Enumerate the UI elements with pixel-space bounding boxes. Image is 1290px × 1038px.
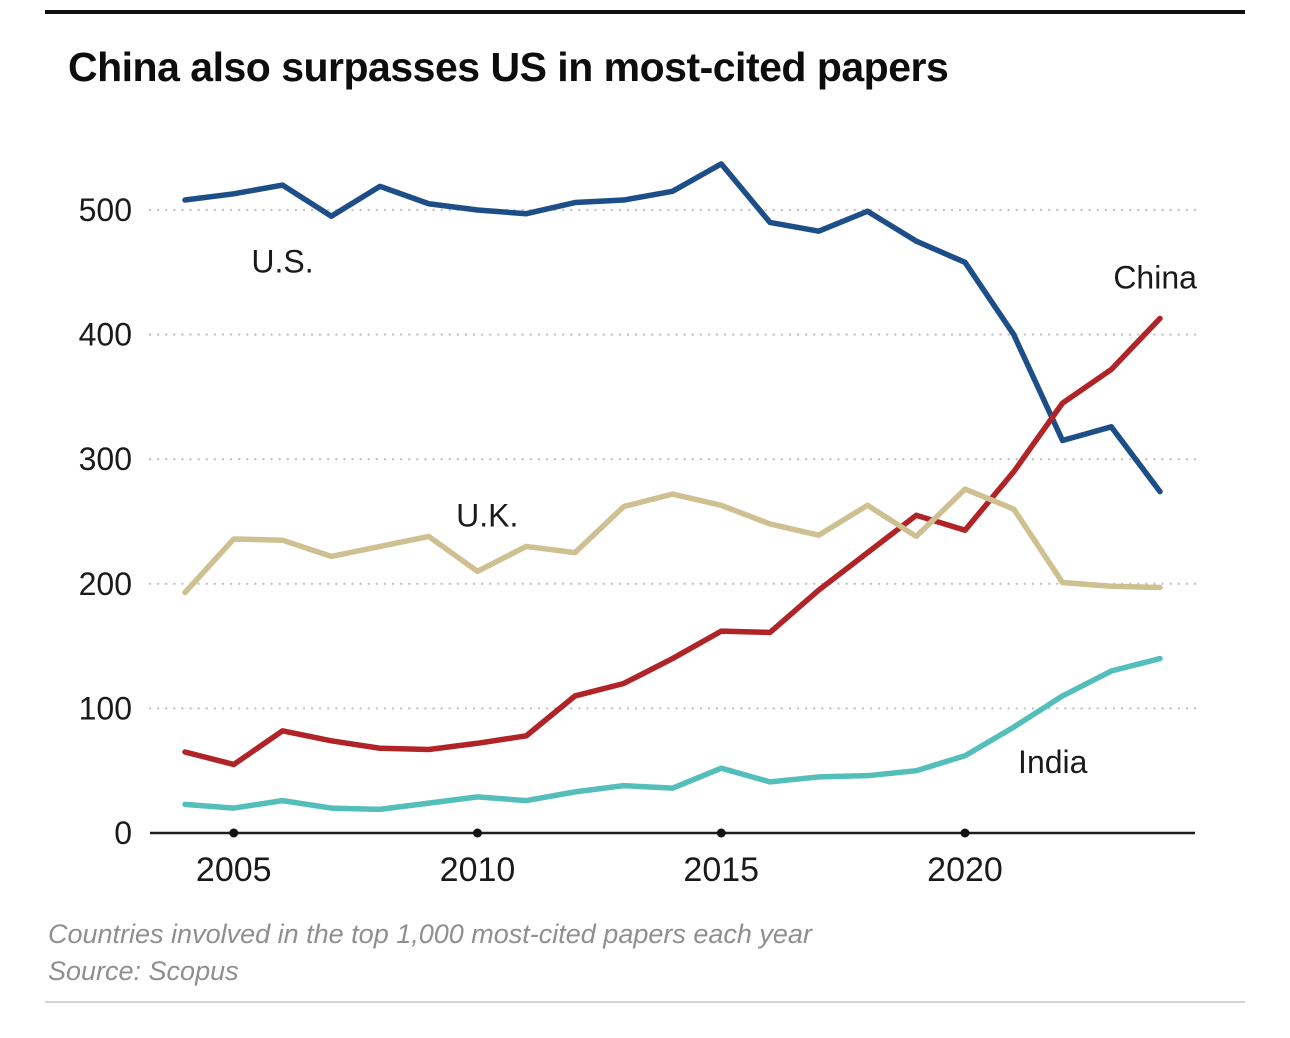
series-line-india	[182, 655, 1163, 813]
series-line-us	[182, 161, 1163, 495]
series-label-india: India	[1018, 744, 1088, 780]
series-label-us: U.S.	[251, 243, 313, 279]
series-line-china	[182, 315, 1163, 768]
series-line-uk	[182, 486, 1163, 596]
y-tick-label-200: 200	[79, 566, 132, 602]
x-tick-label-2015: 2015	[683, 851, 759, 889]
y-tick-label-300: 300	[79, 441, 132, 477]
y-tick-label-100: 100	[79, 690, 132, 726]
x-tick-label-2020: 2020	[927, 851, 1003, 889]
chart-note: Countries involved in the top 1,000 most…	[48, 919, 812, 949]
top-divider-rule	[45, 10, 1245, 14]
x-tick-dot-2005	[229, 828, 239, 838]
chart-caption: Countries involved in the top 1,000 most…	[48, 916, 1228, 990]
x-tick-dot-2020	[960, 828, 970, 838]
y-tick-label-400: 400	[79, 317, 132, 353]
x-tick-label-2010: 2010	[440, 851, 516, 889]
line-chart: 0 100 200 300 400 500 2005 2010 2015 2020 U.S. Chin…	[79, 161, 1197, 889]
x-tick-dot-2015	[716, 828, 726, 838]
chart-source: Source: Scopus	[48, 956, 239, 986]
series-label-china: China	[1113, 259, 1197, 295]
bottom-divider-rule	[45, 1001, 1245, 1003]
y-tick-label-500: 500	[79, 192, 132, 228]
y-tick-label-0: 0	[114, 815, 132, 851]
x-tick-label-2005: 2005	[196, 851, 272, 889]
chart-title: China also surpasses US in most-cited pa…	[68, 44, 949, 90]
x-tick-dot-2010	[473, 828, 482, 838]
series-label-uk: U.K.	[456, 497, 518, 533]
